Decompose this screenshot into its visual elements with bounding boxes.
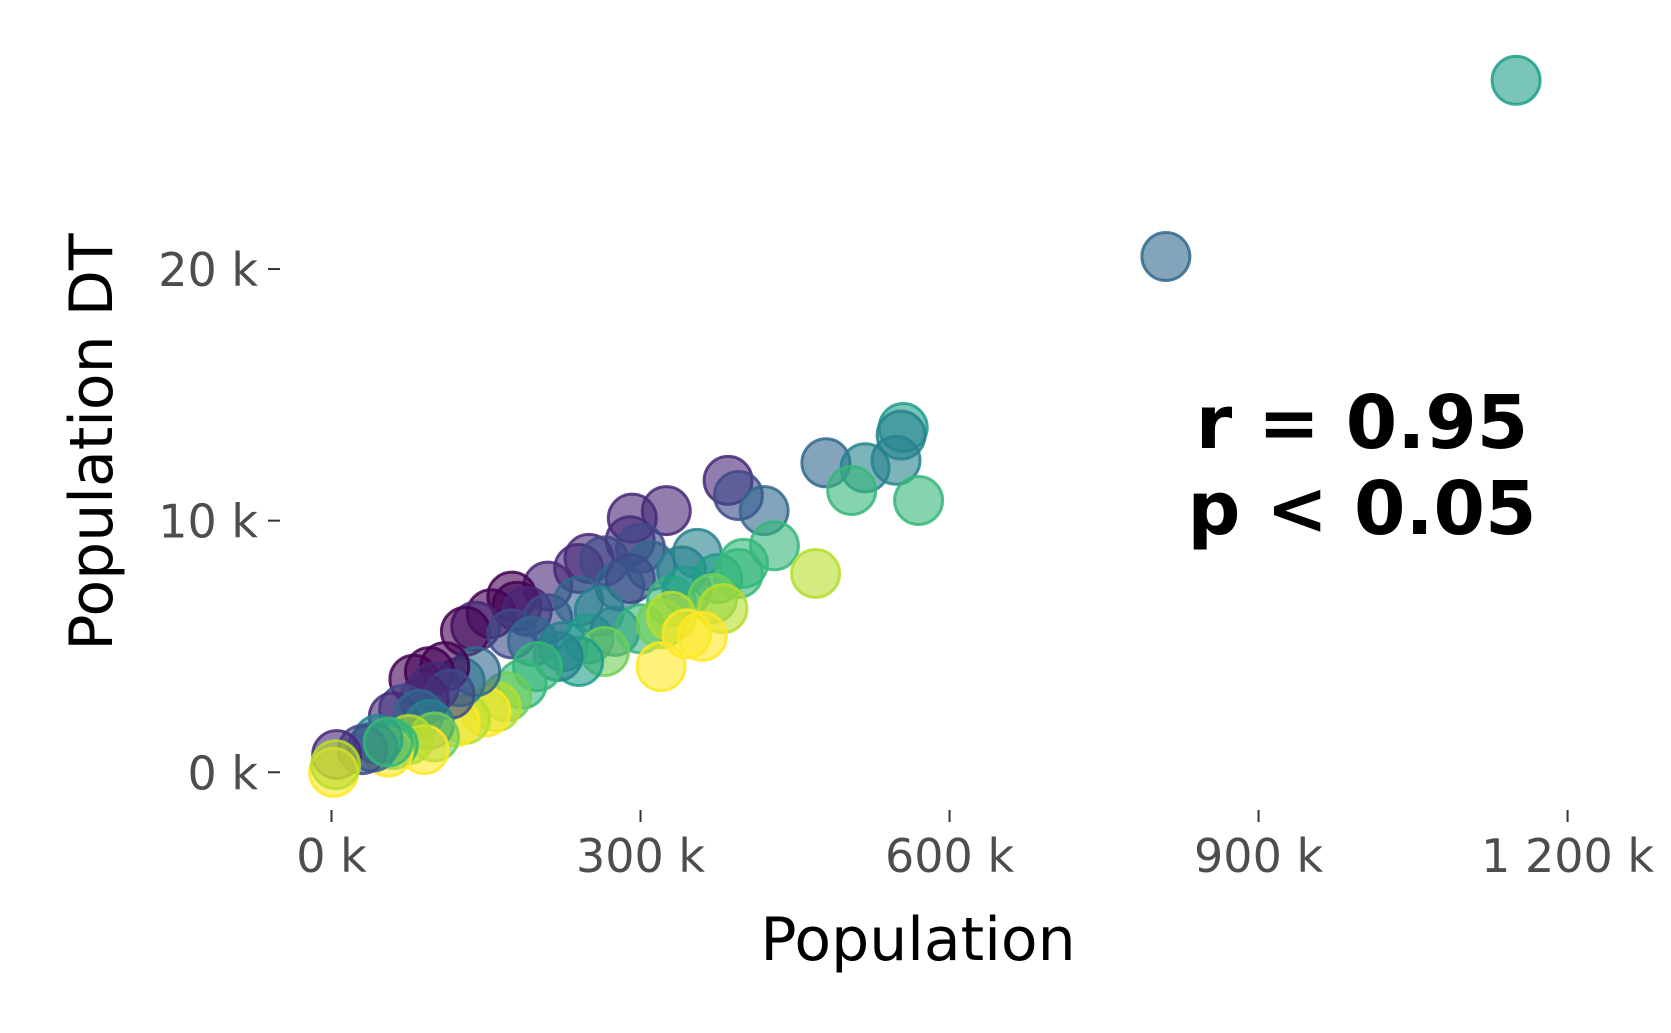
points-layer <box>308 54 1542 798</box>
data-point <box>362 716 414 768</box>
data-point <box>790 548 842 599</box>
p-value-annotation: p < 0.05 <box>1187 466 1536 552</box>
data-point <box>893 475 945 526</box>
correlation-annotation: r = 0.95 <box>1196 380 1529 466</box>
data-point <box>676 610 728 662</box>
x-tick-label: 1 200 k <box>1481 829 1654 883</box>
x-tick-label: 900 k <box>1194 829 1323 883</box>
x-tick-label: 600 k <box>885 829 1014 883</box>
y-tick-label: 10 k <box>158 495 258 549</box>
x-axis-title: Population <box>760 905 1075 975</box>
y-tick-label: 0 k <box>187 746 258 800</box>
y-axis: 0 k 10 k 20 k <box>158 243 280 800</box>
y-tick-label: 20 k <box>158 243 258 297</box>
data-point <box>826 465 878 516</box>
data-point <box>635 641 687 693</box>
data-point <box>1490 54 1542 106</box>
y-axis-title: Population DT <box>57 233 127 651</box>
data-point <box>718 537 769 589</box>
data-point <box>1140 231 1192 282</box>
data-point <box>310 739 362 791</box>
x-tick-label: 0 k <box>296 829 367 883</box>
x-tick-label: 300 k <box>576 829 705 883</box>
data-point <box>604 553 656 604</box>
x-axis: 0 k 300 k 600 k 900 k 1 200 k <box>296 810 1654 883</box>
